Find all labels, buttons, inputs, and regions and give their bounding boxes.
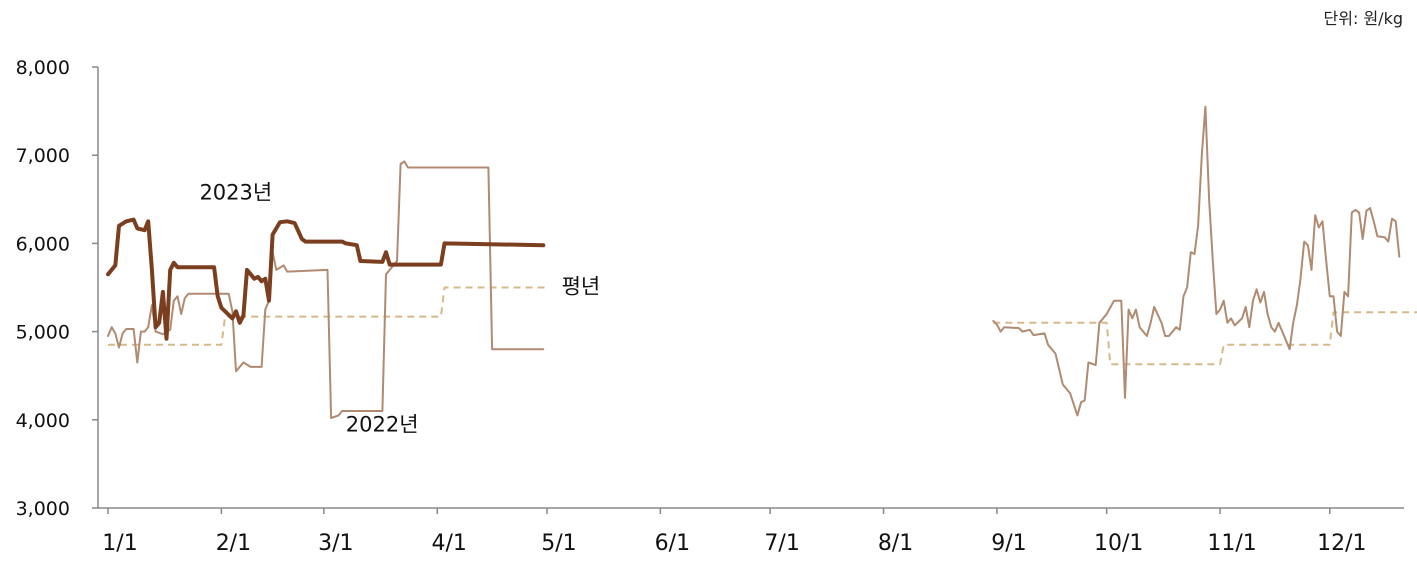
y-tick-label: 6,000 (16, 233, 70, 255)
series-label: 평년 (562, 275, 601, 299)
y-tick-label: 4,000 (16, 410, 70, 432)
x-tick-label: 7/1 (764, 531, 799, 556)
x-tick-label: 4/1 (432, 531, 467, 556)
x-tick-label: 6/1 (655, 531, 690, 556)
x-tick-label: 3/1 (318, 531, 353, 556)
x-tick-label: 5/1 (541, 531, 576, 556)
x-tick-label: 8/1 (878, 531, 913, 556)
y-tick-label: 8,000 (16, 57, 70, 79)
y-tick-label: 5,000 (16, 322, 70, 344)
x-tick-label: 10/1 (1094, 531, 1143, 556)
series-line-2023 (106, 217, 546, 341)
series-label: 2022년 (346, 412, 419, 436)
series-line-normal-year-seg1 (993, 311, 1417, 366)
y-tick-label: 3,000 (16, 498, 70, 520)
axes: 3,000 4,000 5,000 6,000 7,000 8,000 1/1 2/1 3/1 4… (16, 57, 1404, 556)
unit-label: 단위: 원/kg (1323, 9, 1403, 28)
x-tick-label: 9/1 (991, 531, 1026, 556)
x-tick-label: 12/1 (1317, 531, 1366, 556)
series-line-2022-h2 (992, 105, 1401, 417)
x-tick-label: 11/1 (1207, 531, 1256, 556)
x-tick-label: 2/1 (216, 531, 251, 556)
annotation-layer: 2023년 2022년 평년 (199, 180, 600, 436)
y-tick-label: 7,000 (16, 145, 70, 167)
series-line-2022-h1 (107, 160, 545, 419)
x-tick-label: 1/1 (102, 531, 137, 556)
series-label: 2023년 (199, 180, 272, 204)
series-layer (106, 105, 1417, 419)
